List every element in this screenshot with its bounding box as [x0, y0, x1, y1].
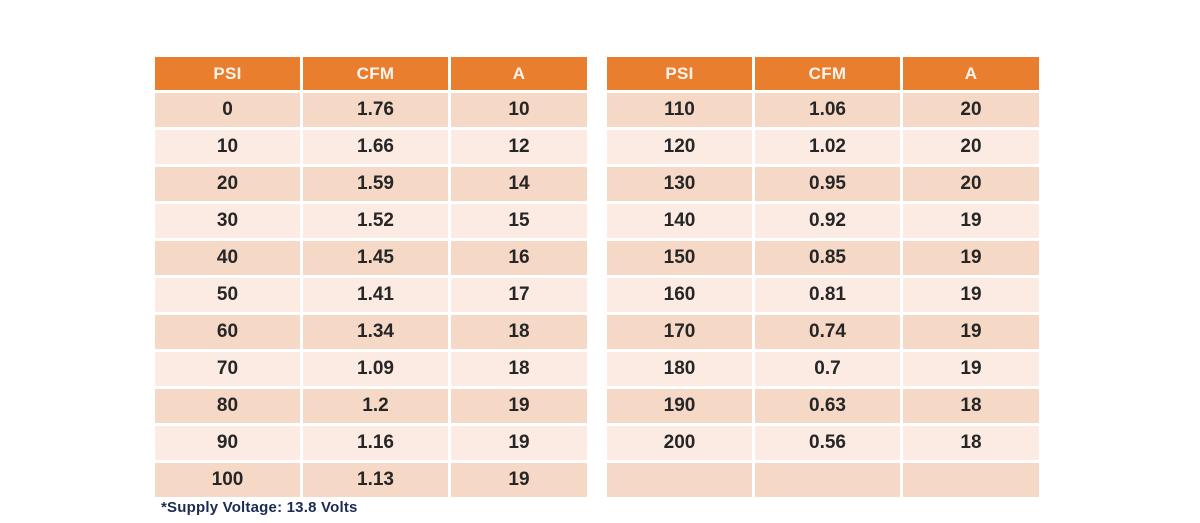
- table-cell: 0: [155, 93, 300, 127]
- table-cell: 1.41: [303, 278, 448, 312]
- table-cell: 19: [903, 352, 1039, 386]
- table-cell: 0.85: [755, 241, 900, 275]
- column-header-cfm: CFM: [755, 57, 900, 90]
- table-cell: 19: [451, 463, 587, 497]
- table-cell: 1.34: [303, 315, 448, 349]
- table-cell: 0.81: [755, 278, 900, 312]
- table-cell: 40: [155, 241, 300, 275]
- table-cell: 120: [607, 130, 752, 164]
- table-cell: 1.45: [303, 241, 448, 275]
- table-cell: 0.92: [755, 204, 900, 238]
- table-cell: 15: [451, 204, 587, 238]
- table-cell: 1.76: [303, 93, 448, 127]
- column-header-psi: PSI: [607, 57, 752, 90]
- column-header-psi: PSI: [155, 57, 300, 90]
- table-cell: 60: [155, 315, 300, 349]
- supply-voltage-footnote: *Supply Voltage: 13.8 Volts: [161, 499, 358, 516]
- table-cell: 18: [903, 426, 1039, 460]
- table-cell: 70: [155, 352, 300, 386]
- table-cell: 12: [451, 130, 587, 164]
- table-cell: 190: [607, 389, 752, 423]
- table-cell: 20: [903, 130, 1039, 164]
- table-cell: 19: [903, 241, 1039, 275]
- table-cell: 1.52: [303, 204, 448, 238]
- table-cell: 18: [451, 315, 587, 349]
- empty-cell: [755, 463, 900, 497]
- empty-cell: [903, 463, 1039, 497]
- table-cell: 16: [451, 241, 587, 275]
- table-cell: 19: [903, 204, 1039, 238]
- table-cell: 1.2: [303, 389, 448, 423]
- table-cell: 1.13: [303, 463, 448, 497]
- table-cell: 0.74: [755, 315, 900, 349]
- table-cell: 160: [607, 278, 752, 312]
- table-cell: 1.16: [303, 426, 448, 460]
- table-cell: 30: [155, 204, 300, 238]
- table-cell: 19: [451, 389, 587, 423]
- table-cell: 1.66: [303, 130, 448, 164]
- table-cell: 14: [451, 167, 587, 201]
- table-cell: 10: [155, 130, 300, 164]
- table-cell: 1.02: [755, 130, 900, 164]
- table-cell: 1.09: [303, 352, 448, 386]
- table-cell: 100: [155, 463, 300, 497]
- table-cell: 180: [607, 352, 752, 386]
- table-cell: 19: [903, 315, 1039, 349]
- table-cell: 18: [451, 352, 587, 386]
- table-cell: 1.06: [755, 93, 900, 127]
- empty-cell: [607, 463, 752, 497]
- table-cell: 50: [155, 278, 300, 312]
- table-cell: 0.7: [755, 352, 900, 386]
- table-cell: 90: [155, 426, 300, 460]
- table-cell: 17: [451, 278, 587, 312]
- table-cell: 18: [903, 389, 1039, 423]
- table-cell: 20: [903, 93, 1039, 127]
- column-header-a: A: [903, 57, 1039, 90]
- table-cell: 150: [607, 241, 752, 275]
- table-cell: 140: [607, 204, 752, 238]
- table-cell: 19: [451, 426, 587, 460]
- table-cell: 0.56: [755, 426, 900, 460]
- table-cell: 19: [903, 278, 1039, 312]
- table-cell: 80: [155, 389, 300, 423]
- table-cell: 110: [607, 93, 752, 127]
- column-header-cfm: CFM: [303, 57, 448, 90]
- column-header-a: A: [451, 57, 587, 90]
- psi-cfm-a-table-left: PSI CFM A 0 1.76 10 10 1.66 12 20 1.59 14 30 1.52 15 40…: [155, 57, 587, 497]
- table-cell: 20: [155, 167, 300, 201]
- table-cell: 0.95: [755, 167, 900, 201]
- table-cell: 0.63: [755, 389, 900, 423]
- table-cell: 170: [607, 315, 752, 349]
- table-cell: 20: [903, 167, 1039, 201]
- psi-cfm-a-table-right: PSI CFM A 110 1.06 20 120 1.02 20 130 0.95 20 140 0.9…: [607, 57, 1039, 497]
- table-cell: 200: [607, 426, 752, 460]
- table-cell: 10: [451, 93, 587, 127]
- table-cell: 130: [607, 167, 752, 201]
- table-cell: 1.59: [303, 167, 448, 201]
